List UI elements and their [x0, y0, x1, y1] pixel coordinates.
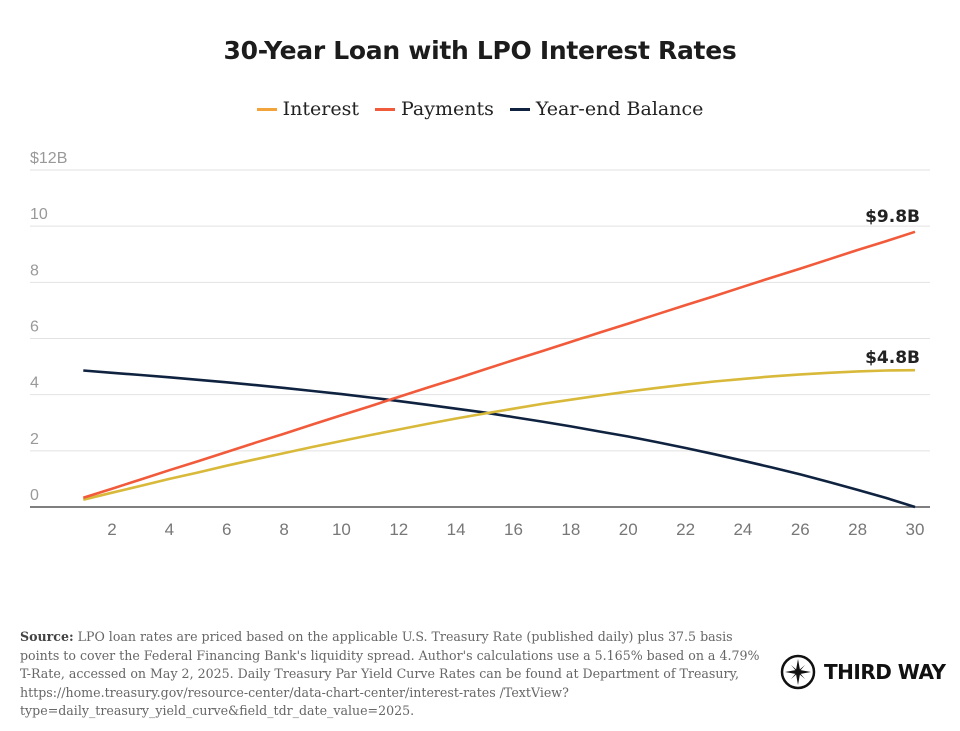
legend-item-payments: Payments: [374, 98, 494, 120]
legend-label: Year-end Balance: [535, 98, 704, 120]
chart-title: 30-Year Loan with LPO Interest Rates: [223, 36, 737, 65]
legend-item-balance: Year-end Balance: [509, 98, 704, 120]
series-line-interest: [82, 368, 916, 501]
x-tick-label: 26: [791, 520, 810, 539]
legend-swatch-balance: [509, 107, 530, 111]
y-tick-label: $12B: [30, 150, 67, 167]
x-tick-label: 14: [447, 520, 466, 539]
annotation-interest-total: $4.8B: [865, 348, 920, 368]
y-tick-label: 6: [30, 319, 39, 336]
compass-icon: [780, 654, 816, 690]
y-tick-label: 0: [30, 487, 39, 504]
legend-swatch-interest: [256, 107, 277, 111]
source-label: Source:: [20, 629, 74, 644]
x-tick-label: 12: [389, 520, 408, 539]
x-tick-label: 10: [332, 520, 351, 539]
series-line-year-end-balance: [83, 369, 916, 509]
y-tick-label: 2: [30, 431, 39, 448]
source-note: Source: LPO loan rates are priced based …: [20, 628, 760, 721]
legend-label: Payments: [400, 98, 494, 120]
legend: Interest Payments Year-end Balance: [0, 98, 960, 120]
logo-text: THIRD WAY: [824, 660, 946, 684]
source-text: LPO loan rates are priced based on the a…: [20, 629, 760, 719]
x-tick-label: 20: [619, 520, 638, 539]
x-tick-label: 8: [279, 520, 288, 539]
series-line-payments: [82, 230, 916, 499]
x-tick-label: 2: [107, 520, 116, 539]
annotation-payments-total: $9.8B: [865, 207, 920, 227]
x-tick-label: 4: [165, 520, 174, 539]
x-tick-label: 24: [733, 520, 752, 539]
y-tick-label: 10: [30, 206, 48, 223]
y-tick-label: 4: [30, 375, 39, 392]
y-tick-label: 8: [30, 262, 39, 279]
x-tick-label: 6: [222, 520, 231, 539]
legend-label: Interest: [282, 98, 359, 120]
x-tick-label: 16: [504, 520, 523, 539]
x-tick-label: 18: [561, 520, 580, 539]
x-tick-label: 30: [906, 520, 925, 539]
third-way-logo: THIRD WAY: [780, 654, 946, 690]
x-tick-label: 28: [848, 520, 867, 539]
legend-swatch-payments: [374, 107, 395, 111]
legend-item-interest: Interest: [256, 98, 359, 120]
x-tick-label: 22: [676, 520, 695, 539]
